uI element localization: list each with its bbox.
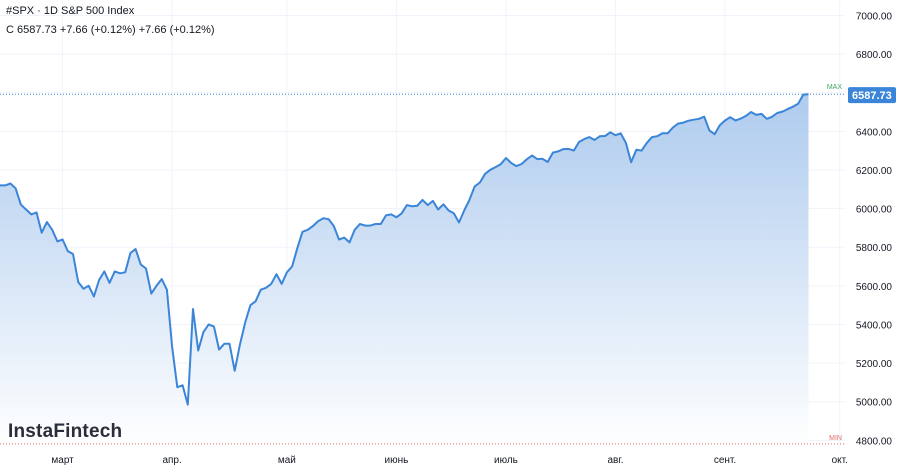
y-tick-label: 6800.00 <box>856 50 893 61</box>
y-tick-label: 7000.00 <box>856 11 893 22</box>
y-tick-label: 5200.00 <box>856 359 893 370</box>
y-tick-label: 6400.00 <box>856 127 893 138</box>
x-tick-label: март <box>51 455 74 466</box>
y-tick-label: 6000.00 <box>856 205 893 216</box>
x-tick-label: июнь <box>385 455 409 466</box>
last-price-label: 6587.73 <box>852 90 892 102</box>
time-axis[interactable]: март апр. май июнь июль авг. сент. окт. <box>51 455 848 466</box>
x-tick-label: окт. <box>832 455 848 466</box>
last-price-badge: 6587.73 <box>848 87 896 104</box>
y-tick-label: 5600.00 <box>856 282 893 293</box>
y-tick-label: 4800.00 <box>856 436 893 447</box>
y-tick-label: 6200.00 <box>856 166 893 177</box>
price-line <box>0 93 809 406</box>
symbol-title: #SPX · 1D S&P 500 Index <box>6 5 135 17</box>
x-tick-label: апр. <box>162 455 181 466</box>
y-tick-label: 5400.00 <box>856 320 893 331</box>
ohlc-readout: C 6587.73 +7.66 (+0.12%) +7.66 (+0.12%) <box>6 24 215 36</box>
price-area-fill <box>0 94 809 450</box>
x-tick-label: июль <box>494 455 518 466</box>
y-tick-label: 5000.00 <box>856 398 893 409</box>
brand-logo: InstaFintech <box>8 421 123 442</box>
x-tick-label: авг. <box>607 455 623 466</box>
x-tick-label: май <box>278 455 296 466</box>
y-tick-label: 5800.00 <box>856 243 893 254</box>
max-label: MAX <box>827 84 843 91</box>
x-tick-label: сент. <box>714 455 736 466</box>
price-axis[interactable]: 4800.00 5000.00 5200.00 5400.00 5600.00 5800.… <box>856 11 893 447</box>
min-label: MIN <box>829 435 842 442</box>
